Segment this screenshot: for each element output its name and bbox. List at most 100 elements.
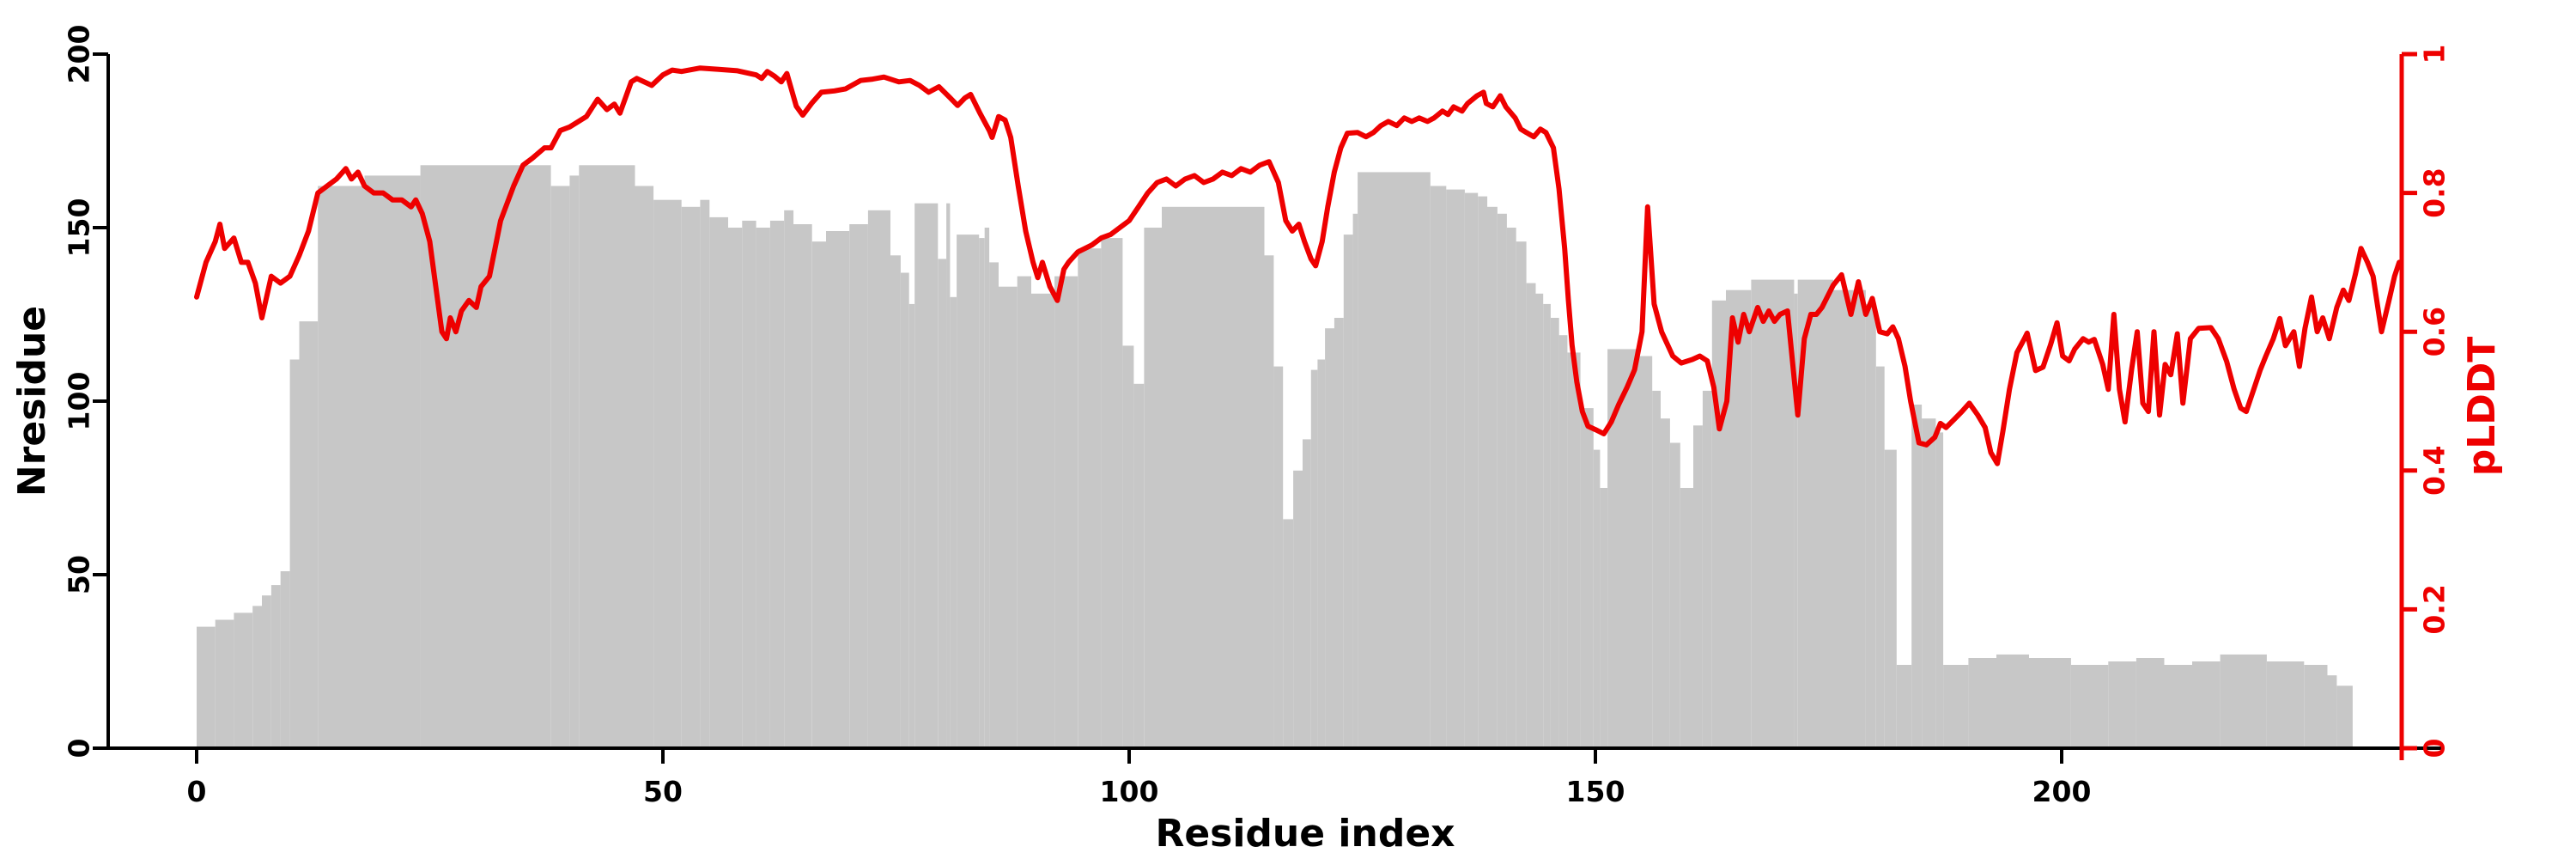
right-tick-label: 0.4 bbox=[2418, 446, 2451, 496]
coverage-bar bbox=[811, 241, 827, 748]
coverage-bar bbox=[1567, 352, 1581, 748]
coverage-bar bbox=[1968, 658, 1996, 748]
coverage-bar bbox=[1264, 255, 1274, 748]
coverage-bar bbox=[2136, 658, 2165, 748]
coverage-bar bbox=[1661, 418, 1670, 748]
coverage-bar bbox=[769, 220, 785, 748]
coverage-bar bbox=[1446, 189, 1465, 749]
plddt-curve bbox=[194, 65, 2403, 466]
coverage-bar bbox=[1550, 318, 1559, 748]
right-tick-label: 0 bbox=[2418, 739, 2451, 758]
left-axis-label: Nresidue bbox=[10, 306, 54, 497]
coverage-bar bbox=[784, 210, 794, 749]
coverage-bar bbox=[1639, 356, 1653, 748]
coverage-bar bbox=[1652, 390, 1661, 748]
coverage-bar bbox=[318, 186, 365, 748]
coverage-bar bbox=[1054, 276, 1078, 749]
coverage-bar bbox=[1865, 303, 1876, 748]
coverage-bar bbox=[1506, 228, 1516, 748]
tick-marks-and-labels: 0 50 100 150 200 0 50 100 150 200 0 0.2 0.4 0.6 0.8 1 bbox=[63, 25, 2451, 808]
coverage-bar bbox=[1273, 366, 1284, 748]
coverage-bar bbox=[1558, 335, 1568, 748]
coverage-bar bbox=[2327, 675, 2337, 748]
coverage-bar bbox=[1526, 283, 1536, 749]
x-tick-label: 0 bbox=[187, 775, 207, 808]
coverage-bar bbox=[2029, 658, 2071, 748]
coverage-bar bbox=[420, 165, 551, 749]
left-tick-label: 150 bbox=[63, 198, 96, 258]
coverage-bar bbox=[1162, 206, 1265, 749]
coverage-bar bbox=[2164, 665, 2193, 748]
left-tick-label: 200 bbox=[63, 25, 96, 84]
coverage-bar bbox=[1101, 238, 1123, 749]
coverage-bar bbox=[1144, 228, 1162, 748]
left-tick-label: 0 bbox=[63, 739, 96, 758]
coverage-bar bbox=[1478, 196, 1488, 749]
coverage-bar bbox=[1283, 519, 1294, 748]
coverage-bar bbox=[1078, 248, 1102, 748]
coverage-bar bbox=[984, 228, 990, 748]
coverage-bar bbox=[569, 175, 580, 748]
coverage-bar bbox=[2266, 661, 2305, 748]
coverage-bar bbox=[900, 272, 909, 748]
coverage-bar bbox=[700, 199, 710, 748]
coverage-bar bbox=[1896, 665, 1912, 748]
left-tick-label: 50 bbox=[63, 555, 96, 594]
coverage-bar bbox=[1794, 293, 1798, 748]
coverage-bar bbox=[957, 235, 980, 749]
coverage-bar bbox=[914, 203, 939, 748]
coverage-bar bbox=[1580, 408, 1594, 748]
coverage-bar bbox=[756, 228, 770, 748]
coverage-bar bbox=[1498, 213, 1507, 749]
coverage-bar bbox=[1465, 192, 1479, 749]
x-tick-label: 150 bbox=[1566, 775, 1625, 808]
coverage-bar bbox=[1875, 366, 1885, 748]
coverage-bar bbox=[2220, 654, 2267, 748]
coverage-bar bbox=[1751, 279, 1795, 749]
coverage-bar bbox=[1352, 213, 1358, 749]
coverage-bar bbox=[1317, 359, 1326, 748]
coverage-bar bbox=[867, 210, 890, 749]
coverage-bar bbox=[681, 206, 701, 749]
coverage-bar bbox=[1031, 293, 1055, 748]
coverage-bar bbox=[1358, 172, 1431, 748]
coverage-bar bbox=[1680, 488, 1693, 748]
plddt-line bbox=[194, 65, 2403, 466]
coverage-bar bbox=[2108, 661, 2136, 748]
coverage-bar bbox=[635, 186, 654, 748]
coverage-bar bbox=[1702, 390, 1712, 748]
right-axis-label: pLDDT bbox=[2460, 337, 2504, 477]
right-tick-label: 0.6 bbox=[2418, 307, 2451, 356]
coverage-bars bbox=[197, 165, 2353, 749]
coverage-bar bbox=[793, 224, 812, 748]
coverage-bar bbox=[364, 175, 421, 748]
coverage-bar bbox=[742, 220, 756, 748]
coverage-bar bbox=[1535, 293, 1544, 748]
left-tick-label: 100 bbox=[63, 372, 96, 431]
right-tick-label: 0.2 bbox=[2418, 584, 2451, 634]
coverage-bar bbox=[262, 595, 271, 748]
coverage-bar bbox=[1017, 276, 1031, 749]
coverage-bar bbox=[826, 231, 850, 748]
coverage-bar bbox=[1600, 488, 1608, 748]
coverage-bar bbox=[550, 186, 570, 748]
coverage-bar bbox=[215, 619, 234, 748]
coverage-bar bbox=[946, 203, 951, 748]
right-tick-label: 1 bbox=[2418, 45, 2451, 64]
coverage-bar bbox=[849, 224, 868, 748]
coverage-bar bbox=[1293, 470, 1303, 748]
coverage-bar bbox=[2336, 685, 2353, 748]
coverage-bar bbox=[289, 359, 300, 748]
coverage-bar bbox=[234, 612, 253, 748]
coverage-bar bbox=[950, 296, 957, 748]
coverage-bar bbox=[579, 165, 635, 749]
coverage-bar bbox=[1310, 369, 1318, 748]
coverage-bar bbox=[999, 286, 1018, 748]
coverage-bar bbox=[1884, 449, 1897, 748]
coverage-bar bbox=[908, 303, 915, 748]
coverage-bar bbox=[1334, 318, 1344, 748]
coverage-bar bbox=[1943, 665, 1969, 748]
coverage-bar bbox=[1516, 241, 1527, 748]
coverage-bar bbox=[1711, 300, 1727, 748]
